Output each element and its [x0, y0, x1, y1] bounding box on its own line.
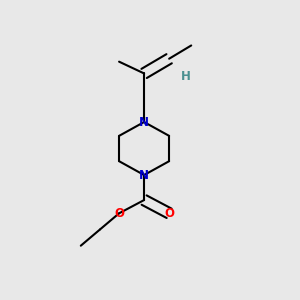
Text: H: H	[180, 70, 190, 83]
Text: O: O	[164, 207, 174, 220]
Text: N: N	[139, 169, 149, 182]
Text: O: O	[114, 207, 124, 220]
Text: N: N	[139, 116, 149, 128]
